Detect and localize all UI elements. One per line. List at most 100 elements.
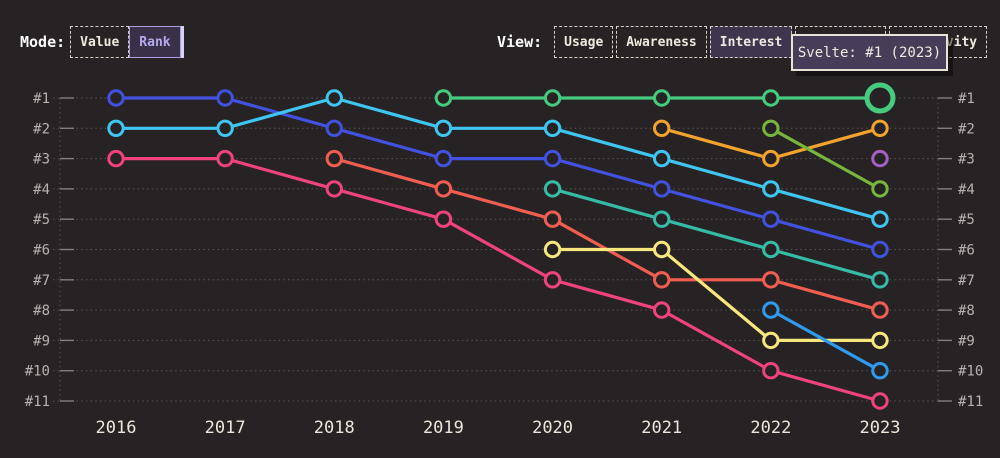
data-point-series-teal-2020[interactable] <box>543 180 562 198</box>
data-point-series-cyan-2023[interactable] <box>871 210 889 228</box>
data-point-series-blue-2020[interactable] <box>543 149 562 168</box>
view-option-usage[interactable]: Usage <box>554 26 614 58</box>
rank-label-right-11: #11 <box>958 394 983 410</box>
data-point-series-teal-2021[interactable] <box>653 210 671 228</box>
data-point-series-yellow-2021[interactable] <box>653 240 671 259</box>
data-point-series-lime-2023[interactable] <box>871 180 889 198</box>
rank-label-left-4: #4 <box>33 182 50 198</box>
rank-label-left-8: #8 <box>33 303 50 319</box>
data-point-series-cyan-2020[interactable] <box>543 119 562 138</box>
year-label-2021: 2021 <box>641 418 682 438</box>
year-label-2018: 2018 <box>314 418 355 438</box>
data-point-series-red-2022[interactable] <box>762 271 780 289</box>
data-point-series-pink-2019[interactable] <box>434 210 453 228</box>
data-point-series-blue-2016[interactable] <box>107 89 125 107</box>
rank-label-left-3: #3 <box>33 152 50 168</box>
data-point-series-sky-2023[interactable] <box>871 362 889 380</box>
data-point-series-red-2020[interactable] <box>543 210 562 228</box>
series-line-series-cyan <box>114 96 882 221</box>
rank-label-left-10: #10 <box>25 364 50 380</box>
data-point-series-cyan-2022[interactable] <box>762 180 780 198</box>
data-point-series-yellow-2022[interactable] <box>762 331 780 350</box>
series-line-series-blue <box>114 96 882 252</box>
tooltip: Svelte: #1 (2023) <box>791 34 948 71</box>
data-point-Svelte-2023[interactable] <box>864 82 896 114</box>
tooltip-text: Svelte: #1 (2023) <box>797 44 942 61</box>
data-point-series-yellow-2020[interactable] <box>543 240 562 259</box>
data-point-series-lime-2022[interactable] <box>762 119 780 138</box>
data-point-series-cyan-2016[interactable] <box>107 119 125 138</box>
data-point-series-blue-2017[interactable] <box>216 89 234 107</box>
data-point-series-cyan-2021[interactable] <box>653 149 671 168</box>
data-point-series-red-2023[interactable] <box>871 301 889 319</box>
data-point-series-pink-2016[interactable] <box>107 149 125 168</box>
data-point-series-blue-2018[interactable] <box>325 119 343 138</box>
rank-label-left-9: #9 <box>33 333 50 349</box>
data-point-series-blue-2022[interactable] <box>762 210 780 228</box>
rank-label-left-5: #5 <box>33 212 50 228</box>
rank-label-right-2: #2 <box>958 121 975 137</box>
data-point-series-orange-2023[interactable] <box>871 119 889 138</box>
data-point-series-cyan-2017[interactable] <box>216 119 234 138</box>
year-label-2016: 2016 <box>96 418 137 438</box>
rank-label-right-8: #8 <box>958 303 975 319</box>
rank-label-right-7: #7 <box>958 273 975 289</box>
view-label: View: <box>497 33 543 51</box>
data-point-series-pink-2022[interactable] <box>762 362 780 380</box>
rank-label-right-1: #1 <box>958 91 975 107</box>
mode-option-value[interactable]: Value <box>70 26 130 58</box>
mode-button-row: Value Rank <box>70 26 181 58</box>
mode-option-rank[interactable]: Rank <box>129 26 181 58</box>
rank-label-right-5: #5 <box>958 212 975 228</box>
data-point-series-pink-2018[interactable] <box>325 180 343 198</box>
data-point-series-red-2021[interactable] <box>653 271 671 289</box>
data-point-series-cyan-2018[interactable] <box>325 89 343 107</box>
view-option-awareness[interactable]: Awareness <box>616 26 707 58</box>
series-line-series-red <box>332 157 882 312</box>
data-point-series-pink-2020[interactable] <box>543 271 562 289</box>
data-point-series-pink-2023[interactable] <box>871 392 889 410</box>
data-point-Svelte-2020[interactable] <box>543 89 562 107</box>
data-point-series-purple-2023[interactable] <box>871 149 889 168</box>
data-point-Svelte-2021[interactable] <box>653 89 671 107</box>
data-point-Svelte-2019[interactable] <box>434 89 453 107</box>
data-point-series-red-2018[interactable] <box>325 149 343 168</box>
data-point-series-cyan-2019[interactable] <box>434 119 453 138</box>
data-point-series-orange-2021[interactable] <box>653 119 671 138</box>
data-point-series-blue-2023[interactable] <box>871 240 889 259</box>
rank-label-right-4: #4 <box>958 182 975 198</box>
series-line-series-sky <box>769 308 882 373</box>
view-option-interest[interactable]: Interest <box>709 26 793 58</box>
rank-label-left-2: #2 <box>33 121 50 137</box>
year-label-2022: 2022 <box>750 418 791 438</box>
year-label-2020: 2020 <box>532 418 573 438</box>
series-line-series-pink <box>114 157 882 403</box>
data-point-series-pink-2021[interactable] <box>653 301 671 319</box>
data-point-series-blue-2019[interactable] <box>434 149 453 168</box>
year-label-2019: 2019 <box>423 418 464 438</box>
data-point-series-red-2019[interactable] <box>434 180 453 198</box>
rank-label-left-11: #11 <box>25 394 50 410</box>
rank-label-right-6: #6 <box>958 243 975 259</box>
rank-label-right-10: #10 <box>958 364 983 380</box>
year-label-2017: 2017 <box>205 418 246 438</box>
data-point-series-teal-2023[interactable] <box>871 271 889 289</box>
data-point-Svelte-2022[interactable] <box>762 89 780 107</box>
data-point-series-teal-2022[interactable] <box>762 240 780 259</box>
series-line-series-teal <box>550 187 882 282</box>
rank-label-left-1: #1 <box>33 91 50 107</box>
data-point-series-sky-2022[interactable] <box>762 301 780 319</box>
data-point-series-orange-2022[interactable] <box>762 149 780 168</box>
rank-label-right-9: #9 <box>958 333 975 349</box>
year-label-2023: 2023 <box>860 418 901 438</box>
rank-label-left-7: #7 <box>33 273 50 289</box>
data-point-series-yellow-2023[interactable] <box>871 331 889 350</box>
mode-label: Mode: <box>20 33 66 51</box>
data-point-series-pink-2017[interactable] <box>216 149 234 168</box>
data-point-series-blue-2021[interactable] <box>653 180 671 198</box>
rank-label-right-3: #3 <box>958 152 975 168</box>
mode-control: Mode: Value Rank <box>20 26 181 58</box>
series-line-series-lime <box>769 126 882 191</box>
